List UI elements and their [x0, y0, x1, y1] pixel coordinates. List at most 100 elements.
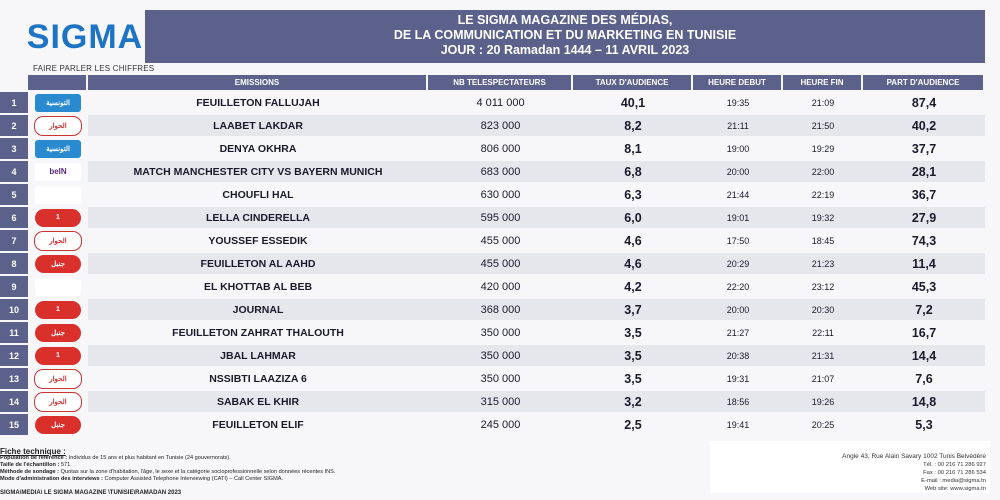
- start-time: 21:27: [726, 327, 750, 338]
- audience-share: 16,7: [911, 325, 937, 340]
- emission-name: NSSIBTI LAAZIZA 6: [209, 372, 307, 385]
- channel-logo-icon: beIN: [35, 162, 81, 181]
- end-time: 21:23: [811, 258, 835, 269]
- audience-share: 28,1: [911, 164, 937, 179]
- start-time: 19:01: [726, 212, 750, 223]
- audience-share: 45,3: [911, 279, 937, 294]
- start-time: 19:35: [726, 97, 750, 108]
- start-time: 17:50: [726, 235, 750, 246]
- website: Web site: www.sigma.tn: [924, 486, 986, 492]
- start-time: 22:20: [726, 281, 750, 292]
- row-cells: JOURNAL 368 000 3,7 20:00 20:30 7,2: [88, 299, 985, 320]
- channel-logo-cell: جنبل: [28, 323, 88, 342]
- channel-logo-cell: التونسية: [28, 93, 88, 112]
- title-line-1: LE SIGMA MAGAZINE DES MÉDIAS,: [457, 13, 673, 27]
- channel-logo-cell: التونسية: [28, 139, 88, 158]
- audience-share: 7,6: [915, 371, 933, 386]
- viewers-count: 806 000: [480, 142, 521, 155]
- email: E-mail : media@sigma.tn: [921, 478, 986, 484]
- viewers-count: 350 000: [480, 349, 521, 362]
- emission-name: JOURNAL: [232, 303, 284, 316]
- channel-logo-cell: [28, 277, 88, 296]
- row-cells: MATCH MANCHESTER CITY VS BAYERN MUNICH 68…: [88, 161, 985, 182]
- start-time: 20:29: [726, 258, 750, 269]
- header-taux: TAUX D'AUDIENCE: [573, 75, 693, 90]
- audience-rate: 6,8: [624, 164, 642, 179]
- channel-logo-icon: [35, 277, 81, 296]
- channel-logo-cell: 1: [28, 300, 88, 319]
- end-time: 19:26: [811, 396, 835, 407]
- population-label: Population de référence :: [0, 455, 68, 461]
- rank-badge: 1: [0, 92, 28, 113]
- table-row: 2 الحوار LAABET LAKDAR 823 000 8,2 21:11 21:50…: [0, 114, 1000, 137]
- emission-name: LAABET LAKDAR: [213, 119, 303, 132]
- rank-badge: 3: [0, 138, 28, 159]
- methode-label: Méthode de sondage :: [0, 469, 60, 475]
- start-time: 21:44: [726, 189, 750, 200]
- end-time: 21:09: [811, 97, 835, 108]
- rank-badge: 6: [0, 207, 28, 228]
- header-nb: NB TELESPECTATEURS: [428, 75, 573, 90]
- row-cells: NSSIBTI LAAZIZA 6 350 000 3,5 19:31 21:07 7,6: [88, 368, 985, 389]
- title-line-2: DE LA COMMUNICATION ET DU MARKETING EN T…: [393, 28, 737, 42]
- audience-rate: 6,0: [624, 210, 642, 225]
- channel-logo-cell: 1: [28, 346, 88, 365]
- end-time: 22:11: [812, 327, 834, 338]
- audience-share: 14,8: [911, 394, 937, 409]
- viewers-count: 630 000: [480, 188, 521, 201]
- row-cells: LAABET LAKDAR 823 000 8,2 21:11 21:50 40,2: [88, 115, 985, 136]
- audience-share: 11,4: [912, 256, 936, 271]
- channel-logo-icon: جنبل: [35, 254, 81, 273]
- channel-logo-icon: الحوار: [34, 368, 82, 389]
- end-time: 19:29: [811, 143, 835, 154]
- audience-share: 40,2: [911, 118, 937, 133]
- viewers-count: 595 000: [480, 211, 521, 224]
- header-debut: HEURE DEBUT: [693, 75, 783, 90]
- audience-rate: 3,7: [624, 302, 642, 317]
- mode-label: Mode d'administration des interviews :: [0, 476, 103, 482]
- tagline: FAIRE PARLER LES CHIFFRES: [33, 64, 155, 73]
- row-cells: SABAK EL KHIR 315 000 3,2 18:56 19:26 14,8: [88, 391, 985, 412]
- mode-value: Computer Assisted Telephone Interviewing…: [104, 476, 284, 482]
- start-time: 19:41: [726, 419, 750, 430]
- row-cells: FEUILLETON ZAHRAT THALOUTH 350 000 3,5 21:2…: [88, 322, 985, 343]
- rank-badge: 2: [0, 115, 28, 136]
- audience-share: 14,4: [911, 348, 937, 363]
- address: Angle 43, Rue Alain Savary 1002 Tunis Be…: [842, 453, 986, 460]
- row-cells: EL KHOTTAB AL BEB 420 000 4,2 22:20 23:12 45,…: [88, 276, 985, 297]
- channel-logo-icon: جنبل: [35, 323, 81, 342]
- channel-logo-icon: الحوار: [34, 115, 82, 136]
- start-time: 20:38: [726, 350, 750, 361]
- rank-badge: 12: [0, 345, 28, 366]
- emission-name: YOUSSEF ESSEDIK: [208, 234, 308, 247]
- emission-name: DENYA OKHRA: [219, 142, 297, 155]
- row-cells: FEUILLETON AL AAHD 455 000 4,6 20:29 21:23 11…: [88, 253, 985, 274]
- channel-logo-icon: 1: [35, 346, 81, 365]
- emission-name: FEUILLETON AL AAHD: [200, 257, 316, 270]
- channel-logo-icon: التونسية: [35, 139, 81, 158]
- start-time: 18:56: [726, 396, 750, 407]
- header-spacer: [28, 75, 88, 90]
- viewers-count: 823 000: [480, 119, 521, 132]
- viewers-count: 245 000: [480, 418, 521, 431]
- rank-badge: 10: [0, 299, 28, 320]
- audience-rate: 8,2: [624, 118, 642, 133]
- audience-share: 27,9: [911, 210, 937, 225]
- channel-logo-icon: 1: [35, 208, 81, 227]
- viewers-count: 683 000: [480, 165, 521, 178]
- emission-name: CHOUFLI HAL: [222, 188, 294, 201]
- emission-name: FEUILLETON ZAHRAT THALOUTH: [172, 326, 344, 339]
- viewers-count: 315 000: [480, 395, 521, 408]
- start-time: 20:00: [726, 304, 750, 315]
- audience-rate: 40,1: [620, 95, 646, 110]
- channel-logo-cell: 1: [28, 208, 88, 227]
- table-row: 14 الحوار SABAK EL KHIR 315 000 3,2 18:56 19:2…: [0, 390, 1000, 413]
- end-time: 21:07: [811, 373, 835, 384]
- end-time: 18:45: [811, 235, 835, 246]
- population-value: Individus de 15 ans et plus habitant en …: [68, 455, 231, 461]
- table-row: 7 الحوار YOUSSEF ESSEDIK 455 000 4,6 17:50 18:…: [0, 229, 1000, 252]
- viewers-count: 350 000: [480, 326, 521, 339]
- audience-rate: 3,2: [624, 394, 642, 409]
- channel-logo-cell: الحوار: [28, 391, 88, 412]
